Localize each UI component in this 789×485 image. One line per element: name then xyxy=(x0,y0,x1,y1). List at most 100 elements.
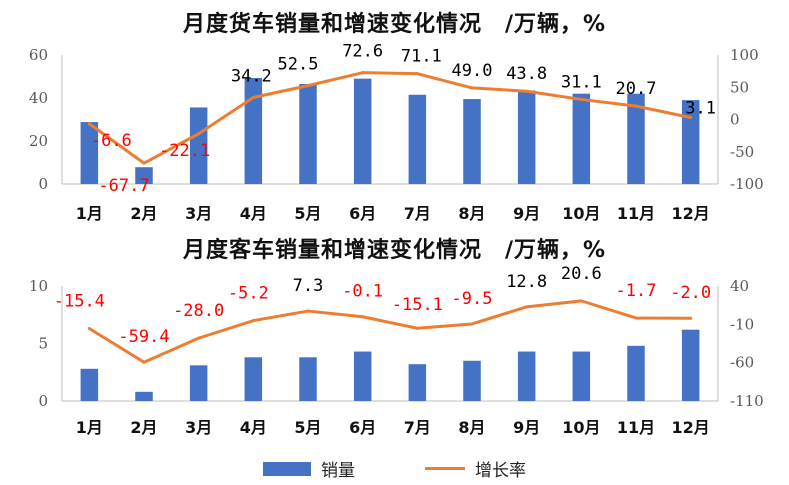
data-label: -67.7 xyxy=(98,176,149,196)
x-tick-label: 5月 xyxy=(294,418,321,437)
bar xyxy=(244,357,263,401)
y-tick-right: -10 xyxy=(730,315,754,333)
bar xyxy=(572,351,591,401)
series-line-growth xyxy=(88,71,691,165)
line-point xyxy=(525,305,529,309)
x-tick-label: 9月 xyxy=(513,204,540,223)
data-label: -5.2 xyxy=(228,284,269,304)
line-point xyxy=(579,299,583,303)
legend: 销量 增长率 xyxy=(0,456,789,481)
y-tick-left: 60 xyxy=(29,46,48,64)
x-tick-label: 2月 xyxy=(130,204,157,223)
data-label: 71.1 xyxy=(401,47,442,67)
legend-item-growth: 增长率 xyxy=(425,456,526,481)
line-point xyxy=(415,326,419,330)
line-point xyxy=(689,116,693,120)
data-label: 12.8 xyxy=(506,272,547,292)
y-tick-right: 50 xyxy=(730,78,749,96)
data-label: 49.0 xyxy=(452,61,493,81)
x-tick-label: 3月 xyxy=(185,418,212,437)
data-label: -22.1 xyxy=(159,141,210,161)
bar xyxy=(463,360,481,401)
bar xyxy=(353,351,372,401)
line-point xyxy=(197,132,201,136)
data-label: -59.4 xyxy=(118,327,169,347)
y-tick-right: 40 xyxy=(730,277,749,295)
bar xyxy=(408,94,427,184)
x-tick-label: 8月 xyxy=(458,204,485,223)
x-tick-label: 8月 xyxy=(458,418,485,437)
data-label: -15.1 xyxy=(392,295,443,315)
line-point xyxy=(361,315,365,319)
y-tick-left: 0 xyxy=(38,392,48,410)
chart-title-truck: 月度货车销量和增速变化情况 /万辆，% xyxy=(182,12,607,37)
bar xyxy=(299,84,317,184)
line-point xyxy=(142,360,146,364)
x-tick-label: 2月 xyxy=(130,418,157,437)
data-label: 3.1 xyxy=(685,99,716,119)
y-tick-left: 5 xyxy=(38,335,48,353)
bar xyxy=(189,365,208,401)
legend-item-sales: 销量 xyxy=(263,456,355,481)
line-point xyxy=(251,95,255,99)
chart-title-bus: 月度客车销量和增速变化情况 /万辆，% xyxy=(182,238,607,263)
data-label: -1.7 xyxy=(616,281,657,301)
x-tick-label: 3月 xyxy=(185,204,212,223)
bar xyxy=(353,78,372,184)
bar xyxy=(463,99,481,184)
bar xyxy=(627,93,645,184)
y-tick-right: -100 xyxy=(730,175,764,193)
x-tick-label: 1月 xyxy=(76,418,103,437)
data-label: -9.5 xyxy=(452,289,493,309)
y-tick-right: 100 xyxy=(730,46,759,64)
x-tick-label: 10月 xyxy=(562,204,600,223)
bar xyxy=(572,93,591,184)
line-point xyxy=(634,316,638,320)
line-point xyxy=(306,309,310,313)
line-point xyxy=(689,316,693,320)
x-tick-label: 7月 xyxy=(404,418,431,437)
bar xyxy=(135,391,153,401)
x-tick-label: 6月 xyxy=(349,418,376,437)
data-label: -28.0 xyxy=(173,301,224,321)
line-point xyxy=(306,84,310,88)
data-label: 7.3 xyxy=(293,276,324,296)
bar xyxy=(244,78,263,184)
y-tick-right: -110 xyxy=(730,392,764,410)
bar xyxy=(135,167,153,184)
line-point xyxy=(251,319,255,323)
data-label: -0.1 xyxy=(342,282,383,302)
data-label: 43.8 xyxy=(506,64,547,84)
line-point xyxy=(87,122,91,126)
data-label: 31.1 xyxy=(561,72,602,92)
y-tick-left: 0 xyxy=(38,175,48,193)
y-tick-left: 20 xyxy=(29,132,48,150)
line-point xyxy=(361,71,365,75)
line-point xyxy=(87,326,91,330)
bar xyxy=(517,351,536,401)
x-tick-label: 11月 xyxy=(617,418,655,437)
bar xyxy=(681,329,700,401)
legend-label-sales: 销量 xyxy=(321,461,355,481)
line-point xyxy=(634,104,638,108)
x-tick-label: 4月 xyxy=(240,204,267,223)
bar xyxy=(517,90,536,184)
bar xyxy=(189,107,208,184)
bar xyxy=(681,100,700,184)
line-point xyxy=(470,322,474,326)
y-tick-left: 10 xyxy=(29,277,48,295)
x-tick-label: 4月 xyxy=(240,418,267,437)
series-line-growth xyxy=(88,299,691,364)
line-point xyxy=(415,72,419,76)
y-tick-right: -60 xyxy=(730,354,754,372)
line-point xyxy=(525,89,529,93)
line-point xyxy=(470,86,474,90)
data-label: 72.6 xyxy=(342,42,383,62)
data-label: 20.7 xyxy=(616,79,657,99)
data-label: 52.5 xyxy=(278,55,319,75)
line-point xyxy=(142,161,146,165)
legend-label-growth: 增长率 xyxy=(475,461,526,481)
y-tick-right: 0 xyxy=(730,111,740,129)
data-label: -6.6 xyxy=(91,131,132,151)
y-tick-left: 40 xyxy=(29,89,48,107)
